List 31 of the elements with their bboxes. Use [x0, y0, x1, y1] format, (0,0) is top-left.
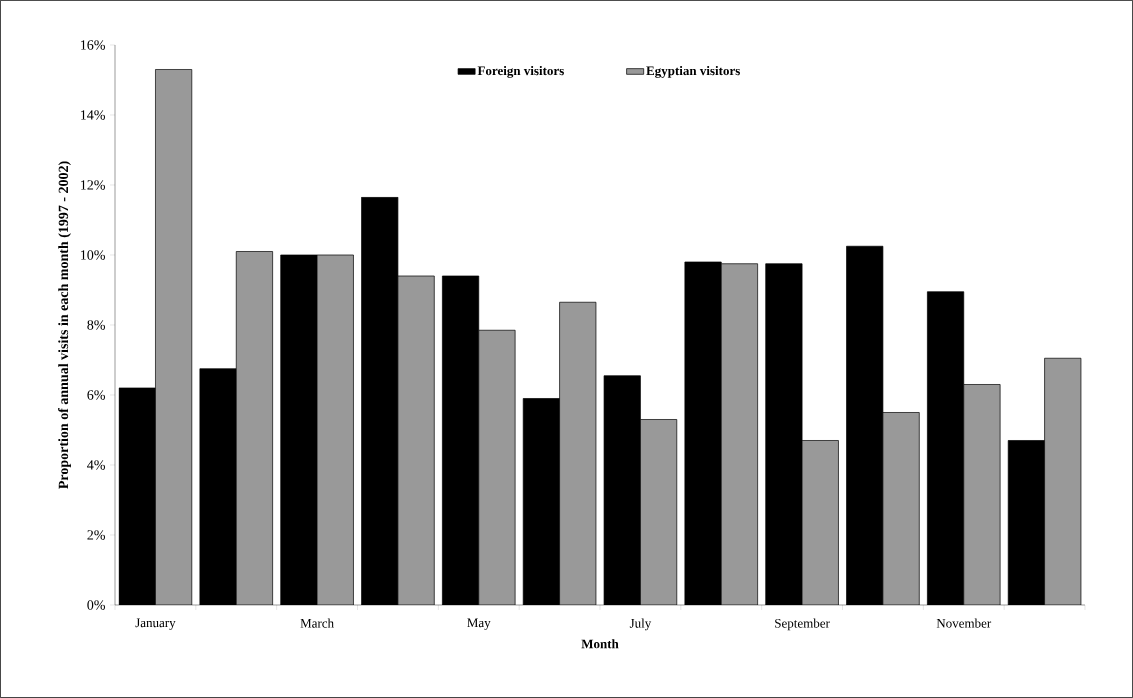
y-tick-label: 0%	[87, 600, 105, 610]
y-tick-label: 8%	[87, 320, 105, 330]
bar	[963, 384, 1001, 605]
bar	[882, 412, 920, 605]
x-tick-label: November	[936, 618, 992, 628]
bar	[155, 69, 192, 605]
y-axis-title: Proportion of annual visits in each month (1997 - 2002)	[58, 161, 71, 489]
y-tick-label: 6%	[87, 390, 105, 400]
y-tick-label: 12%	[81, 180, 105, 190]
y-tick-label: 10%	[81, 250, 105, 260]
y-tick-label: 14%	[81, 110, 105, 120]
bar	[559, 302, 596, 605]
y-tick-label: 2%	[87, 530, 105, 540]
x-tick-label: January	[135, 618, 176, 630]
bar	[802, 440, 839, 605]
x-tick-label: September	[775, 618, 830, 631]
x-tick-label: July	[629, 618, 652, 631]
legend-label: Foreign visitors	[477, 65, 564, 78]
x-tick-label: March	[300, 618, 334, 628]
bar	[236, 251, 273, 605]
bar	[397, 275, 435, 605]
bar	[478, 330, 516, 605]
y-tick-label: 16%	[81, 40, 105, 50]
bar	[640, 419, 677, 605]
bar	[1044, 357, 1082, 605]
bar	[317, 254, 354, 605]
x-axis-title: Month	[581, 639, 619, 649]
y-tick-label: 4%	[87, 460, 105, 470]
bar	[721, 263, 758, 605]
x-tick-label: May	[467, 618, 491, 630]
legend-label: Egyptian visitors	[646, 65, 740, 78]
